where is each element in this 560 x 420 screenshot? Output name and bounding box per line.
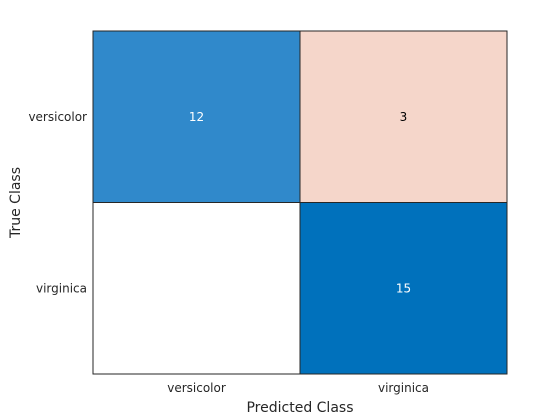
x-tick-label-versicolor: versicolor (167, 381, 226, 395)
matrix-cell-virginica-versicolor (92, 202, 301, 375)
x-tick-labels: versicolor virginica (167, 381, 429, 395)
matrix-cell-virginica-virginica (299, 202, 508, 375)
matrix-cells (92, 30, 508, 375)
cell-value-versicolor-virginica: 3 (400, 110, 408, 124)
y-tick-label-virginica: virginica (36, 281, 87, 295)
matrix-cell-labels: 12 3 15 (189, 110, 411, 296)
y-axis-title: True Class (8, 167, 24, 239)
matrix-cell-versicolor-versicolor (92, 30, 301, 203)
y-tick-label-versicolor: versicolor (28, 110, 87, 124)
cell-value-virginica-virginica: 15 (396, 281, 411, 295)
y-tick-labels: versicolor virginica (28, 110, 87, 296)
matrix-cell-versicolor-virginica (299, 30, 508, 203)
x-tick-label-virginica: virginica (378, 381, 429, 395)
plot-frame (92, 30, 508, 375)
cell-value-versicolor-versicolor: 12 (189, 110, 204, 124)
x-axis-title: Predicted Class (246, 400, 353, 416)
